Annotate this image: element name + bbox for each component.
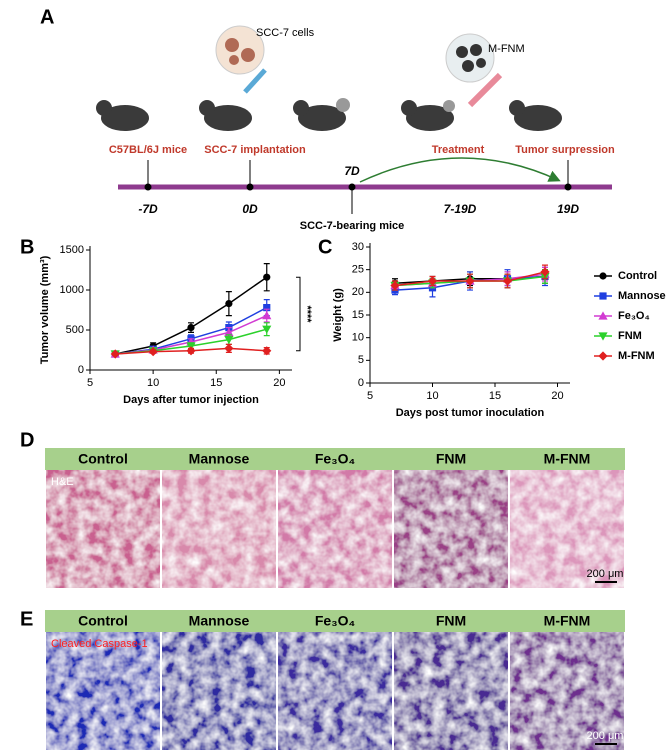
data-point [262, 325, 272, 334]
x-tick-label: 10 [426, 390, 438, 402]
legend-label: M-FNM [618, 350, 655, 362]
x-axis-label: Days after tumor injection [123, 394, 259, 406]
column-header: Mannose [189, 613, 250, 629]
micrograph [510, 470, 624, 588]
scale-label: 200 μm [587, 730, 624, 742]
stage-label: Treatment [432, 144, 485, 156]
panel-label: A [40, 6, 54, 28]
data-point [502, 276, 513, 286]
legend-label: Mannose [618, 290, 666, 302]
y-tick-label: 0 [78, 364, 84, 376]
legend-label: FNM [618, 330, 642, 342]
data-point [110, 349, 120, 359]
legend-label: Control [618, 270, 657, 282]
y-tick-label: 1000 [60, 284, 84, 296]
time-label: 0D [242, 202, 258, 216]
panel-label: D [20, 429, 34, 451]
x-tick-label: 20 [551, 390, 563, 402]
x-tick-label: 15 [489, 390, 501, 402]
x-tick-label: 5 [367, 390, 373, 402]
mice-illustration [96, 98, 562, 131]
legend-label: Fe₃O₄ [618, 310, 650, 322]
stain-label: Cleaved Caspase-1 [51, 638, 148, 650]
stage-label: Tumor surpression [515, 144, 615, 156]
column-header: FNM [436, 451, 466, 467]
scale-label: 200 μm [587, 568, 624, 580]
timeline [118, 157, 612, 214]
y-tick-label: 500 [66, 324, 84, 336]
stage-label: C57BL/6J mice [109, 144, 187, 156]
column-header: Fe₃O₄ [315, 451, 355, 467]
header-bar [45, 448, 625, 470]
data-point [599, 272, 607, 280]
annotation: SCC-7 cells [256, 27, 315, 39]
data-point [540, 267, 550, 277]
x-axis-label: Days post tumor inoculation [396, 407, 545, 419]
annotation: M-FNM [488, 43, 525, 55]
data-point [465, 276, 475, 286]
y-tick-label: 25 [352, 264, 364, 276]
column-header: M-FNM [544, 613, 591, 629]
micrograph [394, 632, 508, 750]
data-point [186, 346, 196, 356]
y-axis-label: Weight (g) [332, 288, 344, 342]
time-label: 7D [344, 164, 360, 178]
column-header: M-FNM [544, 451, 591, 467]
micrograph [278, 632, 392, 750]
data-point [224, 327, 234, 336]
y-tick-label: 20 [352, 286, 364, 298]
data-point [148, 347, 158, 357]
data-point [598, 351, 608, 361]
data-point [598, 311, 608, 320]
time-caption: SCC-7-bearing mice [300, 220, 405, 232]
stage-label: SCC-7 implantation [204, 144, 306, 156]
x-tick-label: 5 [87, 377, 93, 389]
x-tick-label: 15 [210, 377, 222, 389]
micrograph [46, 470, 160, 588]
y-tick-label: 15 [352, 309, 364, 321]
data-point [224, 343, 234, 353]
header-bar [45, 610, 625, 632]
y-tick-label: 10 [352, 332, 364, 344]
x-tick-label: 10 [147, 377, 159, 389]
micrograph [162, 470, 276, 588]
panel-label: B [20, 236, 34, 258]
column-header: Mannose [189, 451, 250, 467]
y-tick-label: 30 [352, 241, 364, 253]
column-header: FNM [436, 613, 466, 629]
significance-bracket [296, 276, 301, 352]
column-header: Fe₃O₄ [315, 613, 355, 629]
data-point [263, 273, 271, 281]
data-point [390, 280, 400, 291]
data-point [262, 311, 272, 320]
time-label: -7D [138, 202, 158, 216]
time-label: 19D [557, 202, 579, 216]
panel-label: E [20, 608, 33, 630]
stain-label: H&E [51, 476, 74, 488]
micrograph [510, 632, 624, 750]
y-tick-label: 5 [358, 354, 364, 366]
micrograph [278, 470, 392, 588]
column-header: Control [78, 613, 128, 629]
data-point [262, 346, 272, 356]
y-axis-label: Tumor volume (mm³) [39, 255, 51, 364]
y-tick-label: 1500 [60, 244, 84, 256]
data-point [225, 300, 233, 308]
data-point [599, 292, 607, 300]
panel-label: C [318, 236, 332, 258]
data-point [598, 332, 608, 341]
annotation: **** [301, 305, 313, 323]
data-point [187, 324, 195, 332]
data-point [224, 336, 234, 345]
y-tick-label: 0 [358, 377, 364, 389]
data-point [427, 276, 438, 286]
micrograph [46, 632, 160, 750]
x-tick-label: 20 [273, 377, 285, 389]
column-header: Control [78, 451, 128, 467]
time-label: 7-19D [444, 202, 477, 216]
cells-illustration [215, 25, 503, 108]
micrograph [162, 632, 276, 750]
micrograph [394, 470, 508, 588]
